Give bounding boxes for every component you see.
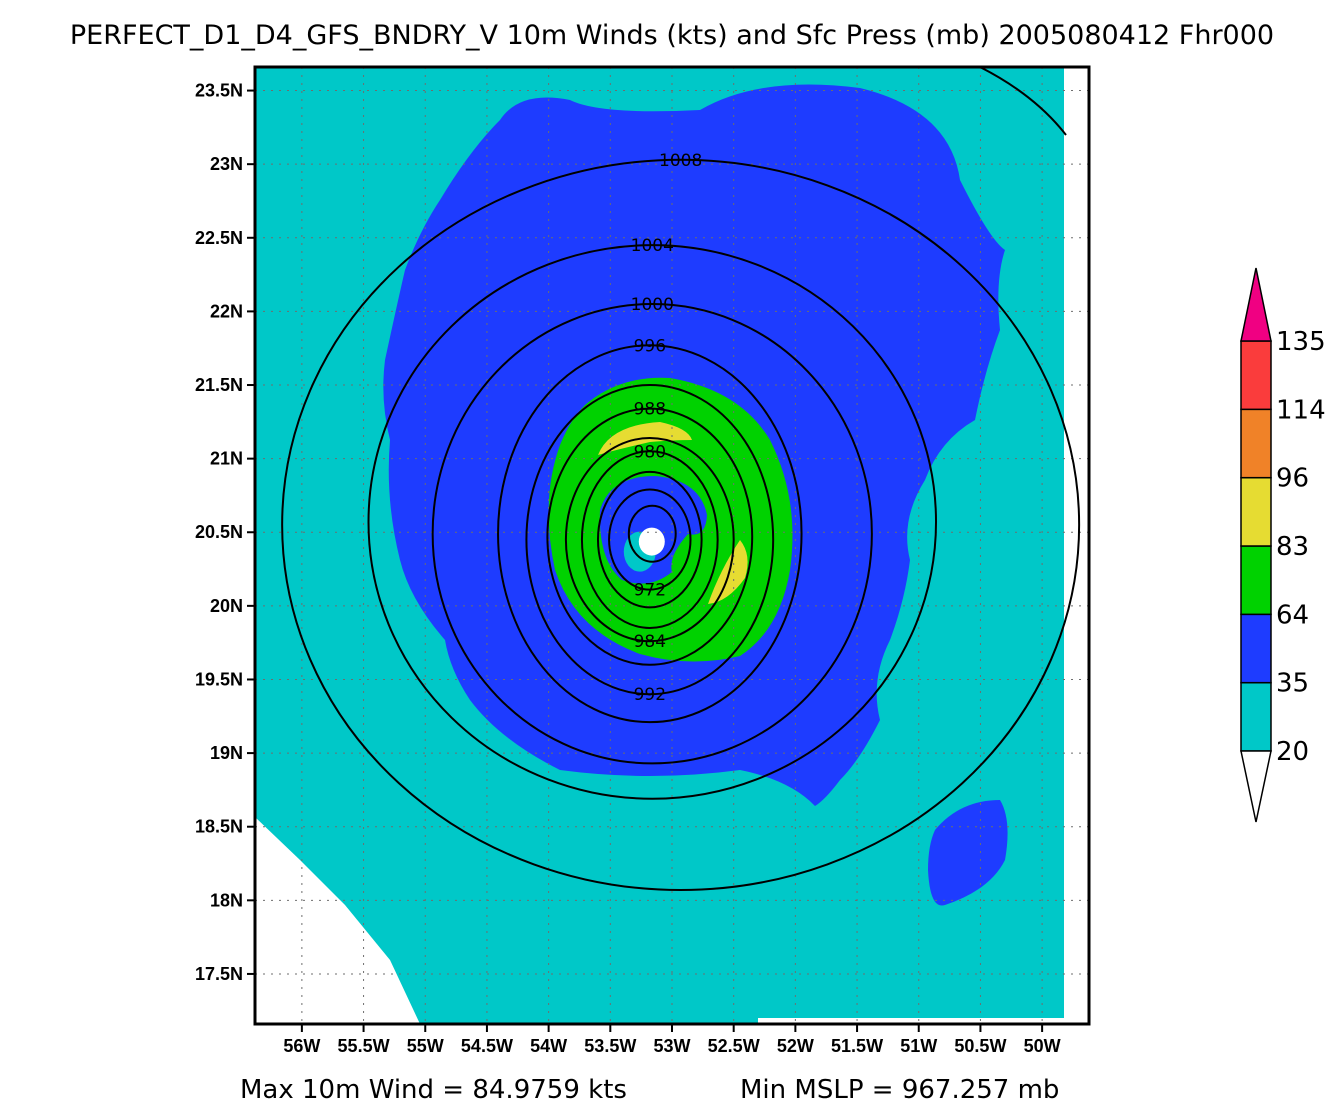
isobar-1000 [431,303,873,765]
isobar-label-984: 984 [634,632,666,652]
isobar-980 [580,450,719,629]
y-tick-label: 18N [210,890,243,910]
x-tick-label: 50W [1024,1036,1061,1056]
x-tick-label: 53.5W [584,1036,636,1056]
y-tick-label: 21.5N [195,375,243,395]
colorbar-label: 96 [1276,464,1309,494]
y-tick-label: 19.5N [195,669,243,689]
isobar-label-972: 972 [634,581,666,601]
chart-title: PERFECT_D1_D4_GFS_BNDRY_V 10m Winds (kts… [70,20,1274,51]
isobar-label-988: 988 [634,400,666,420]
y-tick-label: 19N [210,743,243,763]
x-tick-label: 52W [777,1036,814,1056]
colorbar-under-arrow [1240,750,1272,823]
isobar-984 [564,437,735,643]
y-tick-label: 17.5N [195,964,243,984]
isobar-label-980: 980 [634,442,666,462]
wind-band-35-64-patch [928,800,1008,906]
x-tick-label: 55W [407,1036,444,1056]
x-tick-label: 52.5W [708,1036,760,1056]
colorbar-segment-83 [1240,476,1272,547]
y-tick-label: 23N [210,154,243,174]
colorbar-label: 135 [1276,327,1326,357]
colorbar-segment-20 [1240,681,1272,752]
colorbar-segment-64 [1240,545,1272,616]
isobar-label-1000: 1000 [631,295,674,315]
isobar-label-1004: 1004 [631,236,674,256]
isobar-1008 [281,158,1081,892]
wind-below-20-eye [638,527,665,556]
x-tick-label: 56W [283,1036,320,1056]
x-tick-label: 50.5W [954,1036,1006,1056]
colorbar-label: 83 [1276,532,1309,562]
wind-below-20-edge [1064,67,1089,1024]
wind-below-20-area [255,817,420,1024]
colorbar-label: 114 [1276,395,1326,425]
isobar-996 [497,344,803,724]
wind-below-20-bottom [758,1018,1089,1024]
isobar-988 [546,407,754,666]
x-tick-label: 51W [900,1036,937,1056]
isobar-label-1008: 1008 [659,151,702,171]
y-tick-label: 20N [210,596,243,616]
isobar-label-996: 996 [634,336,666,356]
min-mslp-readout: Min MSLP = 967.257 mb [740,1075,1059,1105]
colorbar-label: 20 [1276,737,1309,767]
isobar-976 [596,470,703,609]
y-tick-label: 18.5N [195,817,243,837]
y-tick-label: 21N [210,449,243,469]
colorbar: 20 35 64 83 96 114 135 [1240,267,1326,823]
isobar-outer-segment [979,67,1067,136]
x-tick-label: 55.5W [338,1036,390,1056]
colorbar-label: 35 [1276,669,1309,699]
isobar-1004 [367,244,938,800]
y-tick-label: 22.5N [195,228,243,248]
colorbar-label: 64 [1276,600,1309,630]
x-tick-label: 54W [530,1036,567,1056]
y-tick-label: 23.5N [195,81,243,101]
plot-area: 1008 1004 1000 996 992 988 984 980 972 [255,67,1089,1024]
y-tick-label: 22N [210,301,243,321]
isobar-992 [525,384,775,696]
isobar-label-992: 992 [634,685,666,705]
colorbar-segment-35 [1240,613,1272,684]
x-tick-label: 51.5W [831,1036,883,1056]
x-tick-label: 53W [653,1036,690,1056]
isobar-972 [608,488,692,591]
y-tick-label: 20.5N [195,522,243,542]
colorbar-segment-114 [1240,340,1272,411]
isobar-968 [627,504,677,563]
axes: 56W 55.5W 55W 54.5W 54W 53.5W 53W 52.5W 52W 51.5W… [195,65,1091,1056]
max-wind-readout: Max 10m Wind = 84.9759 kts [240,1075,627,1105]
colorbar-over-arrow [1240,267,1272,342]
colorbar-segment-96 [1240,408,1272,479]
x-tick-label: 54.5W [461,1036,513,1056]
wind-band-83-96-east [708,540,748,604]
